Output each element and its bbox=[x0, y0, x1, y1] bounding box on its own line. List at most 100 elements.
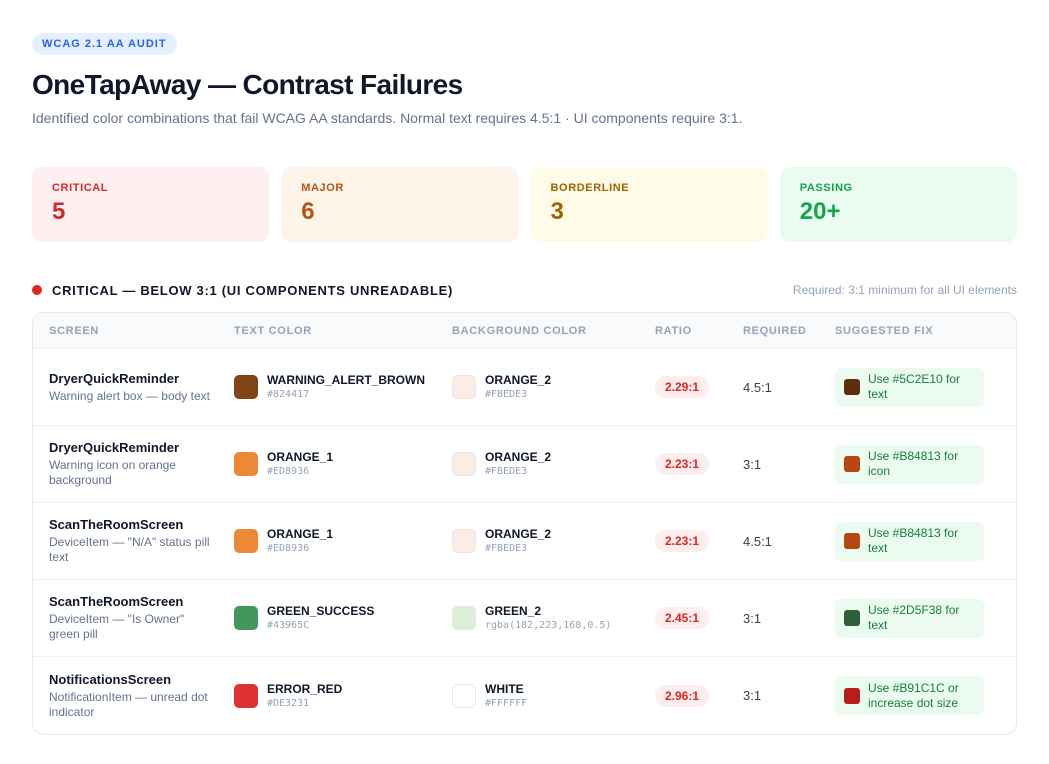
table-row: ScanTheRoomScreen DeviceItem — "Is Owner"… bbox=[33, 580, 1016, 657]
stats-row: CRITICAL 5 MAJOR 6 BORDERLINE 3 PASSING … bbox=[32, 167, 1017, 242]
screen-cell: ScanTheRoomScreen DeviceItem — "Is Owner"… bbox=[33, 594, 234, 642]
table-row: NotificationsScreen NotificationItem — un… bbox=[33, 657, 1016, 734]
text-color-hex: #DE3231 bbox=[267, 697, 310, 709]
ratio-cell: 2.23:1 bbox=[655, 530, 743, 552]
screen-cell: ScanTheRoomScreen DeviceItem — "N/A" stat… bbox=[33, 517, 234, 565]
fix-cell: Use #B91C1C or increase dot size bbox=[835, 676, 1015, 715]
table-row: DryerQuickReminder Warning alert box — bo… bbox=[33, 349, 1016, 426]
failures-table: SCREEN TEXT COLOR BACKGROUND COLOR RATIO… bbox=[32, 312, 1017, 735]
screen-description: DeviceItem — "N/A" status pill text bbox=[49, 535, 210, 564]
col-ratio: RATIO bbox=[655, 324, 692, 337]
bg-color-cell: ORANGE_2 #FBEDE3 bbox=[452, 527, 655, 555]
bg-color-cell: ORANGE_2 #FBEDE3 bbox=[452, 450, 655, 478]
bg-color-swatch bbox=[452, 606, 476, 630]
suggested-fix: Use #5C2E10 for text bbox=[835, 367, 984, 407]
bg-color-hex: #FBEDE3 bbox=[485, 466, 528, 477]
screen-name: DryerQuickReminder bbox=[49, 440, 180, 455]
stat-major-value: 6 bbox=[301, 198, 315, 225]
bg-color-name: ORANGE_2 bbox=[485, 450, 552, 464]
screen-description: DeviceItem — "Is Owner" green pill bbox=[49, 612, 185, 641]
text-color-name: GREEN_SUCCESS bbox=[267, 604, 375, 618]
bg-color-swatch bbox=[452, 529, 476, 553]
text-color-name: ORANGE_1 bbox=[267, 527, 334, 541]
stat-critical-value: 5 bbox=[52, 198, 66, 225]
screen-cell: DryerQuickReminder Warning alert box — bo… bbox=[33, 371, 234, 404]
fix-text: Use #B84813 for text bbox=[868, 526, 959, 555]
ratio-cell: 2.96:1 bbox=[655, 684, 743, 707]
fix-text: Use #B91C1C or increase dot size bbox=[868, 680, 959, 710]
ratio-badge: 2.23:1 bbox=[655, 453, 710, 475]
fix-text: Use #B84813 for icon bbox=[868, 449, 959, 478]
bg-color-name: GREEN_2 bbox=[485, 604, 542, 618]
fix-color-swatch bbox=[844, 533, 860, 549]
stat-major: MAJOR 6 bbox=[281, 167, 519, 242]
col-required: REQUIRED bbox=[743, 324, 807, 337]
fix-cell: Use #B84813 for text bbox=[835, 521, 1015, 561]
screen-name: NotificationsScreen bbox=[49, 671, 172, 687]
required-ratio: 3:1 bbox=[743, 610, 762, 626]
suggested-fix: Use #2D5F38 for text bbox=[835, 598, 984, 638]
stat-borderline-label: BORDERLINE bbox=[550, 182, 630, 194]
fix-cell: Use #2D5F38 for text bbox=[835, 598, 1015, 638]
stat-major-label: MAJOR bbox=[301, 182, 344, 194]
bg-color-cell: WHITE #FFFFFF bbox=[452, 682, 655, 710]
text-color-name: ERROR_RED bbox=[267, 681, 343, 696]
stat-critical: CRITICAL 5 bbox=[32, 167, 270, 242]
text-color-cell: ORANGE_1 #ED8936 bbox=[234, 527, 452, 555]
bg-color-swatch bbox=[452, 683, 476, 708]
fix-text: Use #2D5F38 for text bbox=[868, 603, 960, 632]
fix-cell: Use #5C2E10 for text bbox=[835, 367, 1015, 407]
stat-borderline: BORDERLINE 3 bbox=[530, 167, 768, 242]
section-note: Required: 3:1 minimum for all UI element… bbox=[792, 283, 1017, 297]
audit-page: WCAG 2.1 AA AUDIT OneTapAway — Contrast … bbox=[32, 33, 1017, 735]
text-color-name: ORANGE_1 bbox=[267, 450, 334, 464]
suggested-fix: Use #B84813 for text bbox=[835, 521, 984, 561]
text-color-swatch bbox=[234, 452, 258, 476]
critical-dot-icon bbox=[32, 285, 42, 295]
text-color-cell: ORANGE_1 #ED8936 bbox=[234, 450, 452, 478]
bg-color-hex: #FBEDE3 bbox=[485, 543, 528, 554]
bg-color-name: WHITE bbox=[485, 681, 524, 696]
screen-description: Warning alert box — body text bbox=[49, 388, 210, 403]
bg-color-hex: #FFFFFF bbox=[485, 697, 528, 709]
fix-color-swatch bbox=[844, 456, 860, 472]
ratio-cell: 2.45:1 bbox=[655, 607, 743, 629]
suggested-fix: Use #B84813 for icon bbox=[835, 444, 984, 484]
text-color-hex: #43965C bbox=[267, 620, 310, 631]
table-header: SCREEN TEXT COLOR BACKGROUND COLOR RATIO… bbox=[33, 313, 1016, 349]
text-color-swatch bbox=[234, 606, 258, 630]
text-color-cell: GREEN_SUCCESS #43965C bbox=[234, 604, 452, 632]
text-color-name: WARNING_ALERT_BROWN bbox=[267, 373, 425, 387]
screen-name: DryerQuickReminder bbox=[49, 370, 180, 386]
screen-name: ScanTheRoomScreen bbox=[49, 594, 184, 609]
text-color-cell: WARNING_ALERT_BROWN #824417 bbox=[234, 373, 452, 401]
table-row: ScanTheRoomScreen DeviceItem — "N/A" stat… bbox=[33, 503, 1016, 580]
section-title-text: CRITICAL — BELOW 3:1 (UI COMPONENTS UNRE… bbox=[52, 282, 453, 298]
required-ratio: 4.5:1 bbox=[743, 533, 772, 549]
bg-color-name: ORANGE_2 bbox=[485, 373, 552, 387]
text-color-cell: ERROR_RED #DE3231 bbox=[234, 682, 452, 710]
bg-color-hex: #FBEDE3 bbox=[485, 389, 528, 400]
screen-cell: NotificationsScreen NotificationItem — un… bbox=[33, 672, 234, 720]
suggested-fix: Use #B91C1C or increase dot size bbox=[835, 676, 984, 715]
fix-color-swatch bbox=[844, 687, 860, 704]
bg-color-hex: rgba(182,223,168,0.5) bbox=[485, 620, 612, 631]
ratio-badge: 2.45:1 bbox=[655, 607, 710, 629]
required-ratio: 3:1 bbox=[743, 688, 762, 703]
text-color-swatch bbox=[234, 529, 258, 553]
stat-passing-label: PASSING bbox=[799, 182, 853, 194]
text-color-swatch bbox=[234, 683, 258, 708]
table-row: DryerQuickReminder Warning icon on orange… bbox=[33, 426, 1016, 503]
fix-cell: Use #B84813 for icon bbox=[835, 444, 1015, 484]
ratio-badge: 2.23:1 bbox=[655, 530, 710, 552]
required-ratio: 3:1 bbox=[743, 456, 762, 472]
ratio-cell: 2.29:1 bbox=[655, 376, 743, 398]
text-color-swatch bbox=[234, 375, 258, 399]
ratio-badge: 2.96:1 bbox=[655, 684, 710, 707]
bg-color-name: ORANGE_2 bbox=[485, 527, 552, 541]
bg-color-cell: ORANGE_2 #FBEDE3 bbox=[452, 373, 655, 401]
screen-description: NotificationItem — unread dot indicator bbox=[49, 689, 208, 719]
col-text-color: TEXT COLOR bbox=[234, 324, 312, 337]
text-color-hex: #ED8936 bbox=[267, 466, 310, 477]
bg-color-cell: GREEN_2 rgba(182,223,168,0.5) bbox=[452, 604, 655, 632]
